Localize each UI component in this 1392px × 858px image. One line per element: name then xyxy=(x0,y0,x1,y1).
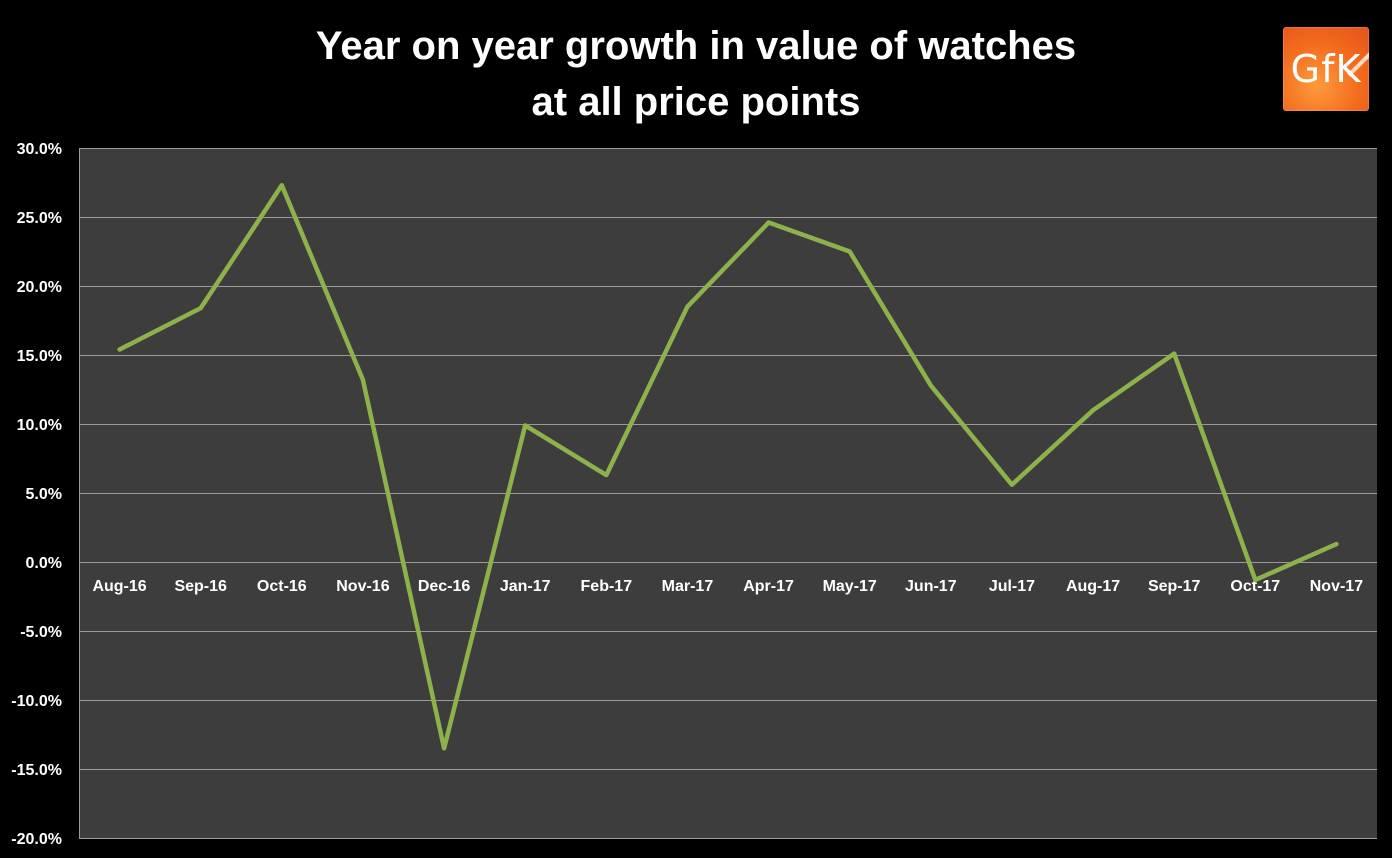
y-tick-label: 25.0% xyxy=(17,210,62,227)
x-tick-label: Sep-16 xyxy=(174,578,227,595)
x-tick-label: Jul-17 xyxy=(989,578,1035,595)
series-line-yoy-growth xyxy=(117,183,1339,751)
y-tick-label: 0.0% xyxy=(26,555,62,572)
x-tick-label: Jan-17 xyxy=(500,578,551,595)
y-tick-label: -20.0% xyxy=(11,831,62,848)
x-axis-labels: Aug-16 Sep-16 Oct-16 Nov-16 Dec-16 Jan-17 Feb-… xyxy=(92,578,1363,595)
chart-title: Year on year growth in value of watches … xyxy=(0,18,1392,130)
x-tick-label: Nov-17 xyxy=(1310,578,1363,595)
x-tick-label: Nov-16 xyxy=(336,578,389,595)
y-tick-label: 5.0% xyxy=(26,486,62,503)
x-tick-label: Dec-16 xyxy=(418,578,471,595)
chart-title-line-2: at all price points xyxy=(531,80,861,124)
x-tick-label: Oct-16 xyxy=(257,578,307,595)
x-tick-label: Aug-17 xyxy=(1066,578,1120,595)
y-tick-label: 20.0% xyxy=(17,279,62,296)
y-tick-label: -5.0% xyxy=(20,624,62,641)
gfk-logo: GfK xyxy=(1283,27,1369,111)
x-tick-label: Aug-16 xyxy=(92,578,146,595)
gfk-logo-text: GfK xyxy=(1290,47,1362,91)
y-tick-label: 10.0% xyxy=(17,417,62,434)
x-tick-label: Oct-17 xyxy=(1230,578,1280,595)
x-tick-label: Apr-17 xyxy=(743,578,794,595)
y-tick-label: -15.0% xyxy=(11,762,62,779)
gridlines xyxy=(79,148,1377,839)
x-tick-label: May-17 xyxy=(823,578,877,595)
x-tick-label: Feb-17 xyxy=(581,578,633,595)
y-axis-labels: 30.0% 25.0% 20.0% 15.0% 10.0% 5.0% 0.0% -5.0% -1… xyxy=(11,141,62,848)
y-tick-label: 30.0% xyxy=(17,141,62,158)
x-tick-label: Mar-17 xyxy=(662,578,714,595)
x-tick-label: Jun-17 xyxy=(905,578,957,595)
chart-title-line-1: Year on year growth in value of watches xyxy=(315,24,1077,68)
y-tick-label: -10.0% xyxy=(11,693,62,710)
x-tick-label: Sep-17 xyxy=(1148,578,1201,595)
y-tick-label: 15.0% xyxy=(17,348,62,365)
